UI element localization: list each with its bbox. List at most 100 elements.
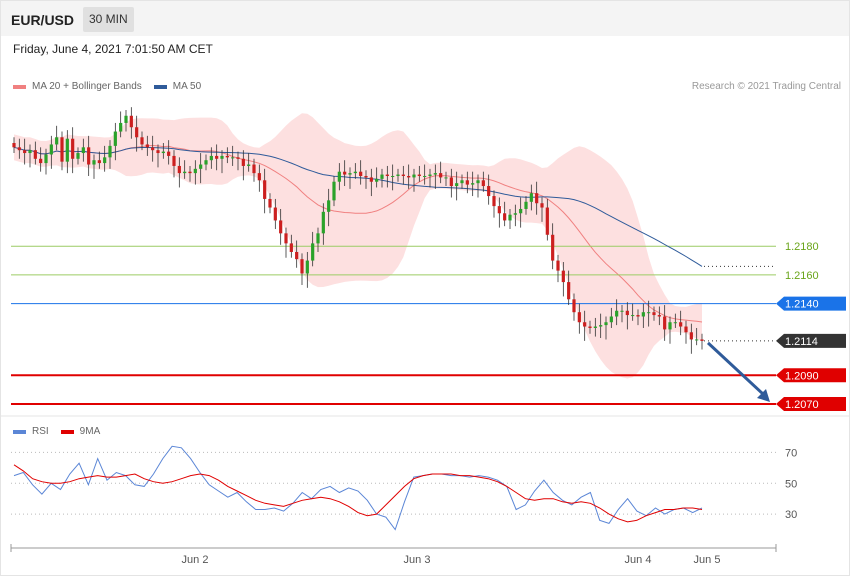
x-tick-label: Jun 5 (694, 554, 721, 566)
candle-body (620, 310, 624, 312)
candle-body (231, 157, 235, 159)
candle-body (172, 155, 176, 166)
candle-body (524, 201, 528, 209)
candle-body (225, 155, 229, 158)
legend-item-ma20: MA 20 + Bollinger Bands (13, 81, 142, 92)
candle-body (71, 138, 75, 159)
candle-body (391, 175, 395, 177)
candle-body (615, 310, 619, 317)
forecast-arrow-head (757, 388, 770, 402)
candle-body (417, 174, 421, 176)
candle-body (444, 177, 448, 179)
legend-swatch-ma20 (13, 84, 26, 89)
x-tick-label: Jun 3 (404, 554, 431, 566)
timestamp: Friday, June 4, 2021 7:01:50 AM CET (13, 42, 213, 56)
candle-body (188, 171, 192, 174)
candle-body (199, 164, 203, 169)
candle-body (353, 171, 357, 174)
level-label-1.2180: 1.2180 (785, 241, 819, 253)
candle-body (535, 193, 539, 204)
candle-body (583, 322, 587, 327)
legend-swatch-rsi (13, 429, 26, 434)
legend-label-rsi: RSI (32, 426, 49, 437)
candle-body (588, 326, 592, 328)
candle-body (295, 251, 299, 260)
candle-body (49, 144, 53, 155)
candle-body (540, 203, 544, 208)
candle-body (247, 164, 251, 166)
legend-item-rsi: RSI (13, 426, 49, 437)
symbol-title: EUR/USD (11, 12, 75, 28)
candle-body (481, 180, 485, 187)
candle-body (519, 208, 523, 214)
candle-body (156, 150, 160, 154)
candle-body (471, 183, 475, 185)
level-label-1.2114: 1.2114 (785, 336, 818, 348)
candle-body (284, 233, 288, 244)
level-tag-1.2090 (776, 368, 846, 383)
candle-body (177, 165, 181, 174)
rsi-tick-label: 70 (785, 447, 797, 459)
candle-body (684, 326, 688, 333)
legend-swatch-9ma (60, 429, 74, 434)
candle-body (167, 151, 171, 156)
candle-body (551, 234, 555, 261)
timeframe-button[interactable]: 30 MIN (83, 7, 134, 32)
candle-body (55, 137, 59, 145)
candle-body (359, 171, 363, 176)
forecast-arrow (706, 341, 766, 397)
candle-body (161, 151, 165, 154)
candle-body (348, 173, 352, 175)
legend-label-ma50: MA 50 (172, 81, 202, 92)
candle-body (220, 155, 224, 159)
rsi-tick-label: 30 (785, 509, 797, 521)
candle-body (380, 174, 384, 179)
candle-body (476, 180, 480, 184)
candle-body (252, 164, 256, 174)
candle-body (17, 147, 21, 151)
candle-body (428, 174, 432, 176)
candle-body (87, 147, 91, 165)
candle-body (263, 180, 267, 199)
candle-body (268, 198, 272, 208)
rsi-tick-label: 50 (785, 478, 797, 490)
candle-body (508, 214, 512, 221)
candle-body (81, 147, 85, 154)
candle-body (561, 270, 565, 283)
candle-body (369, 177, 373, 182)
candle-body (545, 207, 549, 235)
candle-body (140, 137, 144, 145)
level-tag-1.2114 (776, 333, 846, 348)
candle-body (135, 127, 139, 138)
candle-body (236, 157, 240, 159)
candle-body (513, 213, 517, 215)
candle-body (577, 312, 581, 323)
candle-body (332, 181, 336, 201)
candle-body (433, 173, 437, 175)
candle-body (689, 332, 693, 340)
candle-body (33, 150, 37, 159)
candle-body (119, 122, 123, 132)
candle-body (679, 322, 683, 327)
x-tick-label: Jun 2 (182, 554, 209, 566)
candle-body (652, 312, 656, 316)
candle-body (113, 131, 117, 146)
x-tick-label: Jun 4 (625, 554, 652, 566)
candle-body (97, 160, 101, 164)
candle-body (129, 115, 133, 128)
ma50-line (13, 146, 703, 267)
candle-body (625, 310, 629, 316)
candle-body (241, 158, 245, 166)
level-label-1.2160: 1.2160 (785, 270, 819, 282)
candle-body (76, 153, 80, 159)
main-legend: MA 20 + Bollinger Bands MA 50 (13, 81, 213, 92)
candle-body (695, 339, 699, 341)
candle-body (337, 171, 341, 182)
candles (12, 107, 704, 354)
candle-body (460, 180, 464, 184)
candle-body (556, 260, 560, 271)
candle-body (631, 315, 635, 317)
candle-body (407, 175, 411, 178)
candle-body (321, 211, 325, 234)
